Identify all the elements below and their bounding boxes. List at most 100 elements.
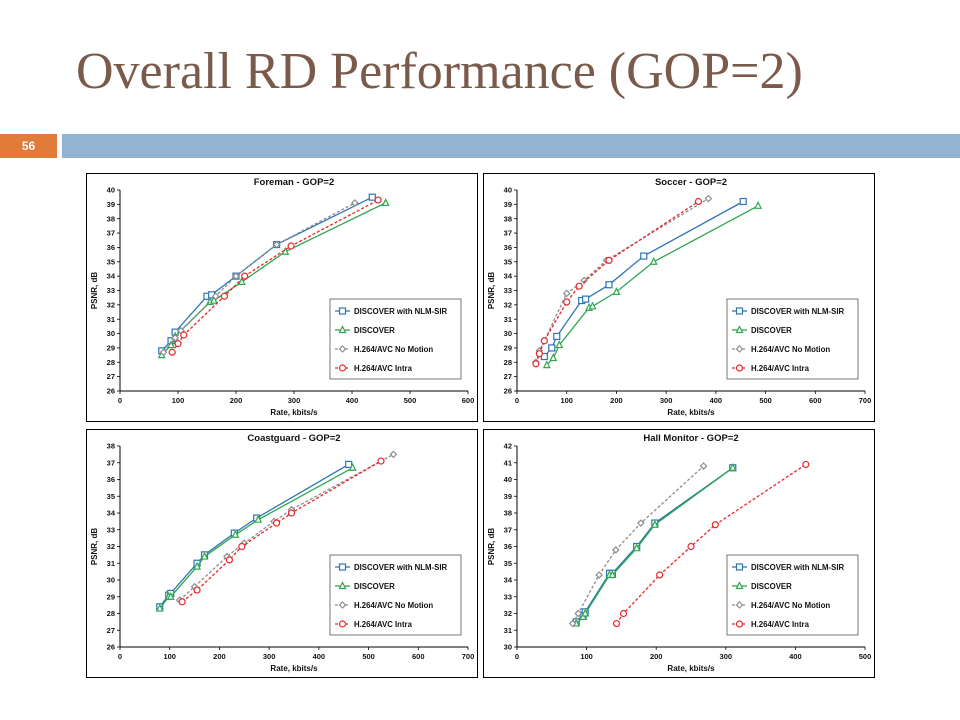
y-axis-label: PSNR, dB [487,272,496,310]
data-point [232,272,240,280]
x-tick-label: 200 [610,396,623,405]
y-tick-label: 32 [504,609,512,618]
series-h-264-avc-intra [168,196,382,356]
y-tick-label: 27 [504,372,512,381]
chart-foreman-svg: Foreman - GOP=2 0 100 200 300 400 500 600 26 27 28… [90,177,475,417]
data-point [178,598,186,606]
y-tick-label: 27 [107,626,115,635]
y-axis-label: PSNR, dB [487,528,496,566]
data-point [254,514,263,523]
y-tick-label: 36 [504,243,512,252]
data-point [611,546,620,554]
chart-title: Hall Monitor - GOP=2 [643,433,738,444]
data-point [348,462,357,471]
y-tick-label: 30 [107,329,115,338]
chart-title: Foreman - GOP=2 [254,177,335,188]
x-tick-label: 300 [288,396,301,405]
legend-label: DISCOVER with NLM-SIR [751,307,844,316]
legend-box [329,298,462,380]
data-point [155,603,164,612]
series-line [159,467,354,609]
y-tick-label: 29 [107,344,115,353]
data-point [555,340,564,349]
legend: DISCOVER with NLM-SIR DISCOVER H.264/AVC N… [726,298,859,380]
series-discover [572,462,737,627]
y-tick-label: 29 [107,592,115,601]
x-tick-label: 100 [172,396,185,405]
data-point [580,276,588,285]
x-tick-label: 0 [118,652,122,661]
x-tick-label: 300 [263,652,276,661]
data-point [739,197,747,206]
series-discover [542,200,763,369]
data-point [568,619,577,628]
legend: DISCOVER with NLM-SIR DISCOVER H.264/AVC N… [329,554,462,636]
x-tick-label: 400 [710,396,723,405]
data-point [159,348,168,357]
x-tick-label: 300 [660,396,673,405]
x-axis-label: Rate, kbits/s [270,664,318,673]
y-tick-label: 35 [107,492,115,501]
data-point [345,460,353,469]
y-tick-label: 34 [107,272,116,281]
data-point [368,193,376,201]
y-tick-label: 36 [107,243,115,252]
header-band [62,134,960,158]
data-point [704,194,713,203]
y-tick-label: 26 [504,387,512,396]
x-tick-label: 0 [515,396,519,405]
y-tick-label: 38 [504,509,512,518]
data-point [619,609,628,618]
legend-label: DISCOVER [751,326,792,335]
legend-marker [735,325,744,334]
series-line [572,465,704,624]
y-tick-label: 26 [107,387,115,396]
data-point [287,509,296,517]
data-point [548,344,556,352]
data-point [351,199,359,207]
y-tick-label: 39 [107,200,115,209]
y-tick-label: 31 [107,559,115,568]
slide-number: 56 [0,134,57,158]
legend-label: DISCOVER [751,582,792,591]
x-tick-label: 100 [580,652,593,661]
data-point [581,608,590,617]
slide-title: Overall RD Performance (GOP=2) [76,43,803,100]
legend-marker [735,364,744,372]
data-point [381,198,390,207]
data-point [211,292,220,301]
series-h-264-avc-intra [178,457,385,606]
legend-marker [338,345,347,353]
data-point [595,571,603,579]
y-tick-label: 40 [504,186,512,195]
chart-soccer-svg: Soccer - GOP=2 0 100 200 300 400 500 600 700 26 27… [487,177,871,417]
y-tick-label: 38 [504,214,512,223]
series-h-264-avc-intra [612,460,810,628]
legend-marker [338,364,347,372]
legend-label: H.264/AVC No Motion [751,345,830,354]
legend-marker [338,325,347,334]
data-point [237,277,246,285]
y-tick-label: 40 [107,186,115,195]
data-point [650,519,659,528]
x-tick-label: 500 [404,396,417,405]
data-point [377,457,385,465]
legend-marker [735,620,744,628]
x-tick-label: 600 [462,396,475,405]
legend-marker [338,581,347,590]
data-point [540,337,548,345]
series-h-264-avc-no-motion [159,199,359,357]
series-discover [155,462,357,612]
data-point [632,543,641,552]
data-point [699,462,708,470]
data-point [273,519,281,527]
data-point [711,521,719,529]
data-point [193,586,201,594]
series-line [575,467,734,625]
y-tick-label: 32 [107,300,115,309]
data-point [728,462,737,471]
y-tick-label: 34 [504,272,513,281]
y-axis-label: PSNR, dB [90,272,99,310]
legend-marker [338,601,347,609]
data-point [542,360,551,369]
